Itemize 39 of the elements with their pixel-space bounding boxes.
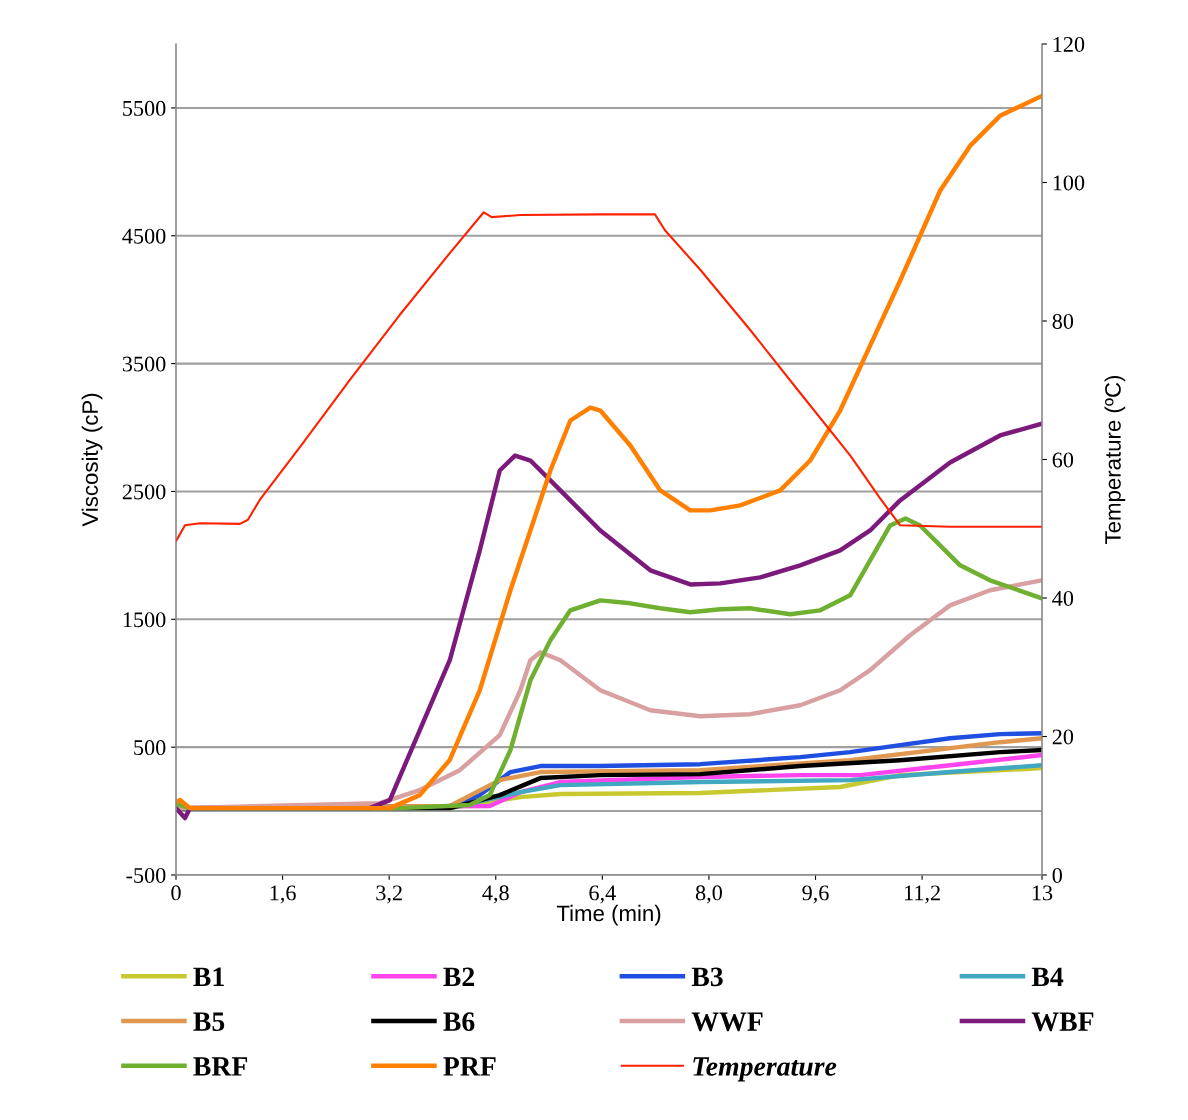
y-tick-label: 3500	[122, 356, 166, 372]
y-tick-label: -500	[126, 867, 166, 883]
legend-label: WWF	[691, 1012, 763, 1032]
legend-label: B2	[443, 967, 475, 987]
x-tick-label: 6,4	[589, 885, 616, 904]
x-tick-label: 11,2	[905, 885, 940, 904]
legend-label: B4	[1031, 967, 1064, 987]
x-tick-label: 13	[1032, 885, 1053, 901]
x-tick-label: 0	[171, 885, 181, 901]
legend-label: B5	[193, 1012, 225, 1031]
y-tick-label: 1500	[123, 612, 166, 628]
y2-tick-label: 20	[1052, 729, 1074, 745]
y2-tick-label: 80	[1052, 313, 1074, 329]
legend-label: PRF	[443, 1057, 496, 1076]
legend-label: B3	[691, 967, 723, 987]
legend-label: B6	[443, 1012, 475, 1031]
line-series	[176, 211, 1042, 543]
x-tick-label: 3,2	[376, 885, 402, 904]
y-tick-label: 4500	[122, 228, 166, 244]
y2-tick-label: 0	[1052, 867, 1062, 883]
y2-axis-title: Temperature (ºC)	[1104, 375, 1126, 544]
y2-tick-label: 100	[1053, 175, 1085, 191]
y-tick-label: 5500	[123, 100, 166, 116]
x-tick-label: 8,0	[695, 885, 722, 904]
y-axis-title: Viscosity (cP)	[81, 393, 103, 527]
line-series	[176, 93, 1042, 811]
y2-tick-label: 60	[1052, 452, 1074, 468]
legend-label: BRF	[193, 1057, 248, 1076]
x-tick-label: 4,8	[482, 885, 509, 904]
legend-label: WBF	[1031, 1012, 1094, 1032]
y-tick-label: 2500	[122, 484, 166, 500]
legend-label: Temperature	[693, 1057, 837, 1082]
y-tick-label: 500	[134, 740, 166, 756]
x-tick-label: 1,6	[270, 885, 296, 904]
y2-tick-label: 40	[1052, 590, 1074, 606]
x-tick-label: 9,6	[802, 885, 829, 904]
y2-tick-label: 120	[1053, 36, 1085, 52]
legend-label: B1	[193, 967, 224, 987]
x-axis-title: Time (min)	[556, 904, 661, 926]
